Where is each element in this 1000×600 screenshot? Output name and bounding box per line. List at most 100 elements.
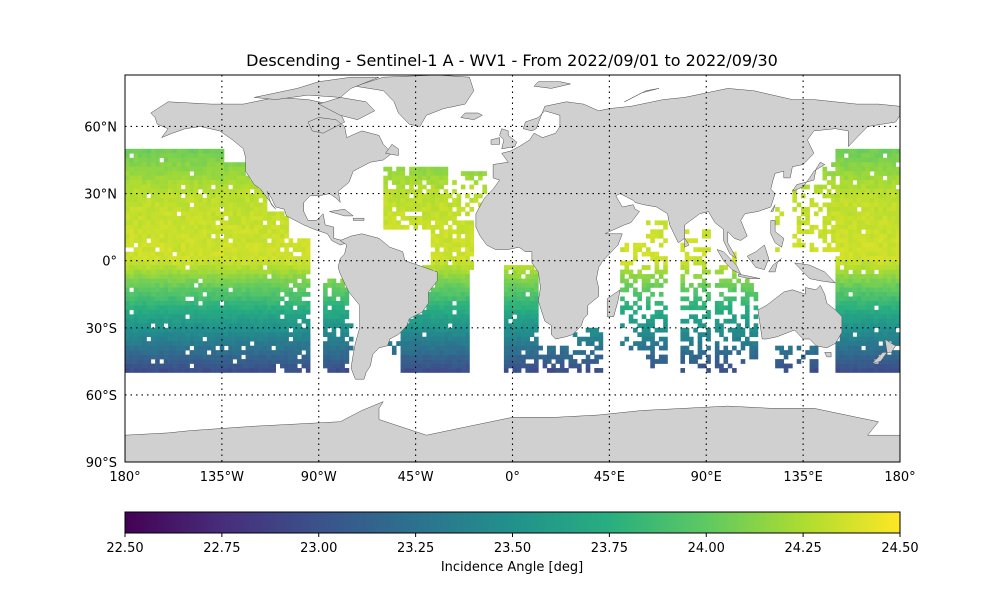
data-cell [856, 260, 862, 266]
data-cell [887, 157, 892, 163]
data-cell [150, 215, 156, 221]
data-cell [172, 189, 177, 194]
data-cell [663, 318, 668, 324]
data-cell [856, 350, 862, 355]
data-cell [404, 202, 410, 208]
data-cell [452, 242, 457, 248]
data-cell [224, 256, 229, 261]
data-cell [396, 198, 401, 203]
data-cell [224, 224, 229, 230]
data-cell [129, 171, 134, 176]
data-cell [503, 300, 509, 306]
data-cell [456, 247, 462, 253]
data-cell [529, 283, 535, 288]
data-cell [241, 350, 246, 355]
data-cell [874, 296, 879, 302]
colorbar-tick-label: 24.25 [785, 541, 822, 556]
data-cell [839, 269, 845, 275]
data-cell [443, 332, 449, 338]
data-cell [129, 166, 134, 172]
data-cell [861, 206, 866, 212]
data-cell [185, 256, 190, 261]
data-cell [189, 256, 195, 261]
data-cell [125, 157, 130, 163]
data-cell [852, 198, 858, 203]
data-cell [206, 180, 212, 185]
data-cell [689, 305, 694, 311]
data-cell [219, 180, 225, 185]
data-cell [159, 215, 165, 221]
data-cell [878, 238, 884, 244]
data-cell [512, 265, 518, 270]
data-cell [831, 238, 836, 244]
data-cell [125, 153, 130, 159]
data-cell [224, 162, 229, 168]
data-cell [228, 175, 233, 181]
data-cell [193, 274, 199, 279]
data-cell [538, 345, 543, 351]
data-cell [465, 336, 470, 342]
data-cell [254, 341, 259, 346]
data-cell [189, 184, 195, 190]
data-cell [280, 359, 285, 364]
data-cell [163, 220, 169, 226]
data-cell [271, 305, 276, 311]
data-cell [271, 260, 276, 266]
data-cell [280, 336, 285, 342]
data-cell [465, 300, 470, 306]
data-cell [874, 162, 879, 168]
data-cell [439, 336, 444, 342]
data-cell [856, 211, 862, 217]
data-cell [473, 171, 479, 176]
data-cell [856, 175, 862, 181]
data-cell [689, 336, 694, 342]
data-cell [275, 269, 281, 275]
data-cell [882, 274, 888, 279]
data-cell [439, 269, 444, 275]
data-cell [826, 211, 832, 217]
data-cell [706, 332, 711, 338]
data-cell [305, 291, 311, 297]
data-cell [129, 242, 134, 248]
data-cell [168, 202, 173, 208]
data-cell [232, 341, 238, 346]
data-cell [215, 300, 221, 306]
data-cell [193, 300, 199, 306]
data-cell [856, 171, 862, 176]
data-cell [861, 256, 866, 261]
data-cell [521, 309, 526, 315]
data-cell [206, 354, 212, 360]
data-cell [284, 260, 289, 266]
data-cell [292, 314, 298, 320]
data-cell [792, 242, 797, 248]
data-cell [133, 327, 139, 333]
data-cell [874, 265, 879, 270]
data-cell [396, 189, 401, 194]
data-cell [658, 220, 664, 226]
data-cell [697, 354, 703, 360]
data-cell [844, 350, 849, 355]
data-cell [180, 265, 186, 270]
data-cell [874, 247, 879, 253]
data-cell [228, 278, 233, 284]
data-cell [508, 287, 513, 293]
data-cell [219, 323, 225, 329]
data-cell [142, 198, 147, 203]
data-cell [133, 206, 139, 212]
data-cell [301, 345, 307, 351]
data-cell [241, 368, 246, 373]
data-cell [146, 278, 152, 284]
data-cell [856, 341, 862, 346]
data-cell [869, 242, 875, 248]
data-cell [236, 269, 242, 275]
data-cell [129, 224, 134, 230]
data-cell [142, 224, 147, 230]
data-cell [236, 341, 242, 346]
data-cell [163, 180, 169, 185]
data-cell [146, 220, 152, 226]
data-cell [331, 291, 337, 297]
data-cell [852, 148, 858, 154]
data-cell [275, 327, 281, 333]
data-cell [137, 323, 143, 329]
data-cell [236, 332, 242, 338]
